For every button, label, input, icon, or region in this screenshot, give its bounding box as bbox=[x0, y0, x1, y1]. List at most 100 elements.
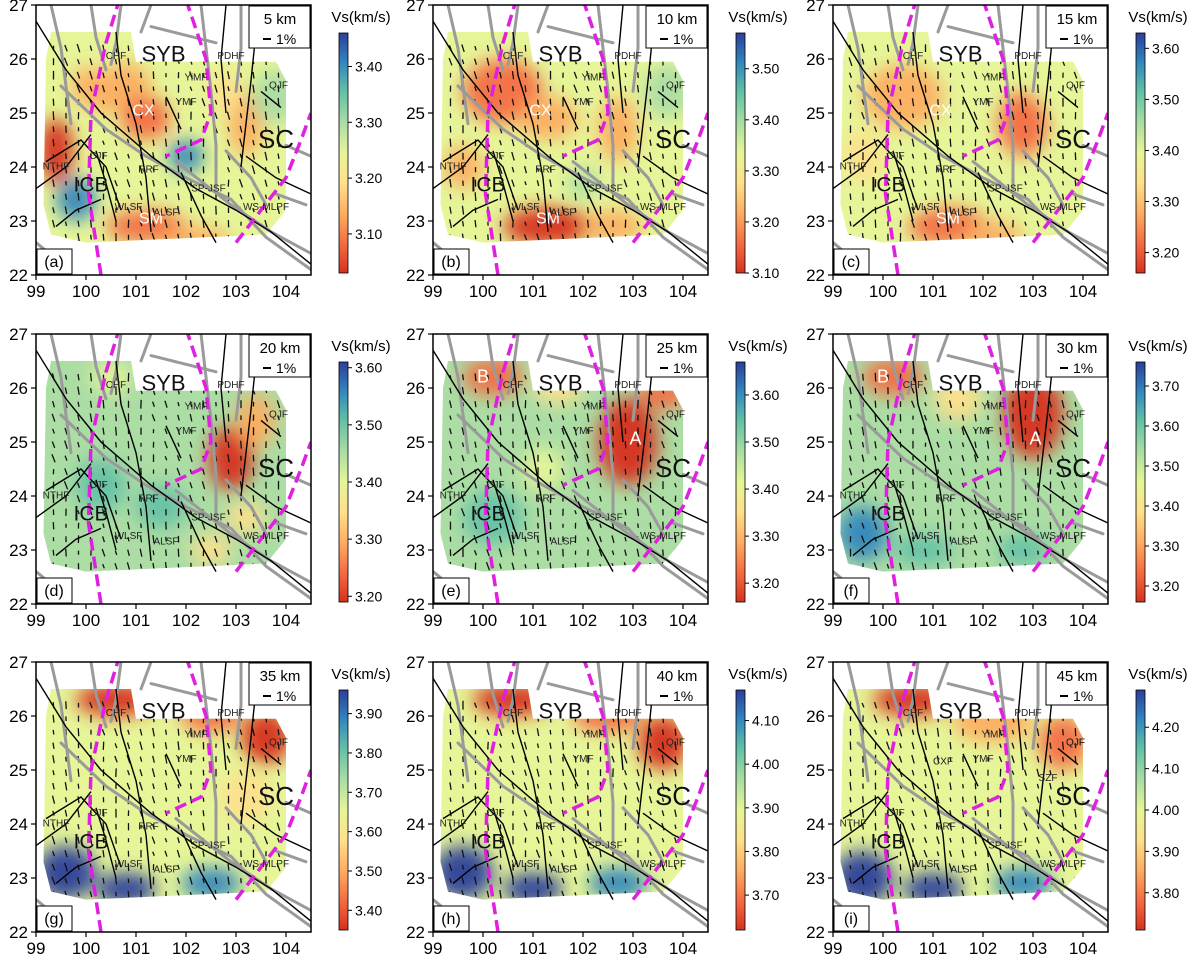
anisotropy-bar bbox=[875, 456, 876, 460]
anisotropy-bar bbox=[925, 716, 926, 721]
anisotropy-bar bbox=[191, 811, 192, 815]
region-label: ICB bbox=[870, 173, 905, 196]
anisotropy-bar bbox=[190, 374, 191, 381]
velocity-anomaly bbox=[963, 221, 1023, 253]
region-label: CX bbox=[929, 103, 952, 120]
lon-tick-label: 103 bbox=[619, 939, 647, 958]
region-label: SYB bbox=[538, 371, 582, 396]
anisotropy-bar bbox=[925, 113, 926, 119]
region-label: ICB bbox=[73, 830, 108, 853]
anisotropy-bar bbox=[975, 220, 976, 227]
region-label: SC bbox=[1055, 124, 1091, 154]
colorbar-tick-label: 3.50 bbox=[355, 863, 382, 879]
lon-tick-label: 101 bbox=[519, 939, 547, 958]
colorbar bbox=[736, 362, 745, 602]
fault-label: RRF bbox=[138, 821, 159, 832]
velocity-anomaly bbox=[169, 140, 204, 172]
anisotropy-bar bbox=[203, 45, 205, 51]
anisotropy-bar bbox=[525, 85, 526, 92]
fault-label: ALSF bbox=[950, 865, 975, 876]
fault-label: WS-MLPF bbox=[243, 531, 289, 542]
anisotropy-bar bbox=[975, 401, 976, 407]
anisotropy-bar bbox=[253, 72, 254, 79]
anisotropy-bar bbox=[116, 470, 117, 474]
anisotropy-bar bbox=[988, 878, 989, 883]
anisotropy-bar bbox=[228, 442, 229, 448]
lat-tick-label: 27 bbox=[9, 0, 28, 15]
anisotropy-bar bbox=[475, 401, 476, 407]
fault-label: SP-JSF bbox=[191, 512, 225, 523]
anisotropy-bar bbox=[278, 154, 279, 159]
lon-tick-label: 102 bbox=[172, 282, 200, 301]
anisotropy-bar bbox=[78, 784, 79, 789]
anisotropy-bar bbox=[450, 562, 451, 571]
anisotropy-bar bbox=[963, 193, 964, 200]
colorbar-title: Vs(km/s) bbox=[728, 666, 787, 683]
fault-label: WLSF bbox=[115, 531, 143, 542]
fault-label: PDHF bbox=[1014, 51, 1041, 62]
fault-label: SP-JSF bbox=[588, 512, 622, 523]
colorbar-tick-label: 3.80 bbox=[355, 745, 382, 761]
colorbar bbox=[339, 690, 348, 930]
region-label: SYB bbox=[141, 699, 185, 724]
lon-tick-label: 102 bbox=[172, 611, 200, 630]
anisotropy-bar bbox=[116, 427, 117, 436]
fault-label: YMF bbox=[175, 426, 196, 437]
anisotropy-bar bbox=[950, 742, 951, 749]
fault-label: ALSF bbox=[550, 865, 575, 876]
lat-tick-label: 24 bbox=[806, 815, 825, 834]
anisotropy-bar bbox=[278, 549, 279, 556]
anisotropy-bar bbox=[638, 72, 639, 78]
fault-label: WS-MLPF bbox=[1040, 859, 1086, 870]
colorbar bbox=[339, 362, 348, 602]
lat-tick-label: 22 bbox=[406, 595, 425, 614]
colorbar-tick-label: 3.90 bbox=[752, 800, 779, 816]
anisotropy-bar bbox=[963, 221, 964, 226]
anisotropy-bar bbox=[116, 414, 117, 421]
anisotropy-bar bbox=[191, 783, 192, 789]
fault-label: WLSF bbox=[115, 202, 143, 213]
fault-label: QJF bbox=[1066, 738, 1085, 749]
fault-label: ALSF bbox=[153, 537, 178, 548]
lat-tick-label: 24 bbox=[406, 815, 425, 834]
anisotropy-bar bbox=[988, 415, 989, 420]
lon-tick-label: 104 bbox=[1069, 282, 1097, 301]
fault-label: CHF bbox=[903, 380, 924, 391]
lon-tick-label: 104 bbox=[669, 611, 697, 630]
anisotropy-bar bbox=[191, 389, 192, 393]
colorbar-title: Vs(km/s) bbox=[1128, 666, 1187, 683]
anisotropy-bar bbox=[1000, 427, 1001, 435]
regional-fault-line bbox=[948, 684, 1013, 700]
anisotropy-bar bbox=[178, 729, 179, 736]
fault-label: CJF bbox=[89, 480, 107, 491]
fault-label: CHF bbox=[503, 380, 524, 391]
anisotropy-bar bbox=[513, 892, 514, 897]
fault-label: WS-MLPF bbox=[243, 202, 289, 213]
anisotropy-bar bbox=[1000, 59, 1001, 64]
anisotropy-bar bbox=[166, 730, 167, 735]
anisotropy-bar bbox=[875, 879, 876, 883]
anisotropy-bar bbox=[550, 126, 551, 132]
anisotropy-bar bbox=[625, 469, 626, 475]
anisotropy-bar bbox=[203, 416, 204, 420]
region-label: CX bbox=[529, 103, 552, 120]
region-label: SC bbox=[655, 453, 691, 483]
lon-tick-label: 100 bbox=[72, 611, 100, 630]
anisotropy-bar bbox=[1025, 85, 1026, 92]
colorbar-tick-label: 3.20 bbox=[752, 575, 779, 591]
lon-tick-label: 103 bbox=[619, 611, 647, 630]
lon-tick-label: 100 bbox=[469, 939, 497, 958]
regional-fault-line bbox=[141, 5, 151, 32]
fault-label: NTHF bbox=[840, 491, 867, 502]
anisotropy-bar bbox=[913, 509, 914, 515]
anisotropy-bar bbox=[625, 497, 626, 501]
anisotropy-bar bbox=[975, 811, 976, 816]
lat-tick-label: 27 bbox=[406, 325, 425, 344]
anisotropy-bar bbox=[612, 703, 613, 708]
fault-label: ALSF bbox=[153, 865, 178, 876]
anisotropy-bar bbox=[950, 562, 951, 571]
fault-label: YMF bbox=[175, 97, 196, 108]
lon-tick-label: 99 bbox=[27, 939, 46, 958]
anisotropy-bar bbox=[625, 73, 626, 77]
